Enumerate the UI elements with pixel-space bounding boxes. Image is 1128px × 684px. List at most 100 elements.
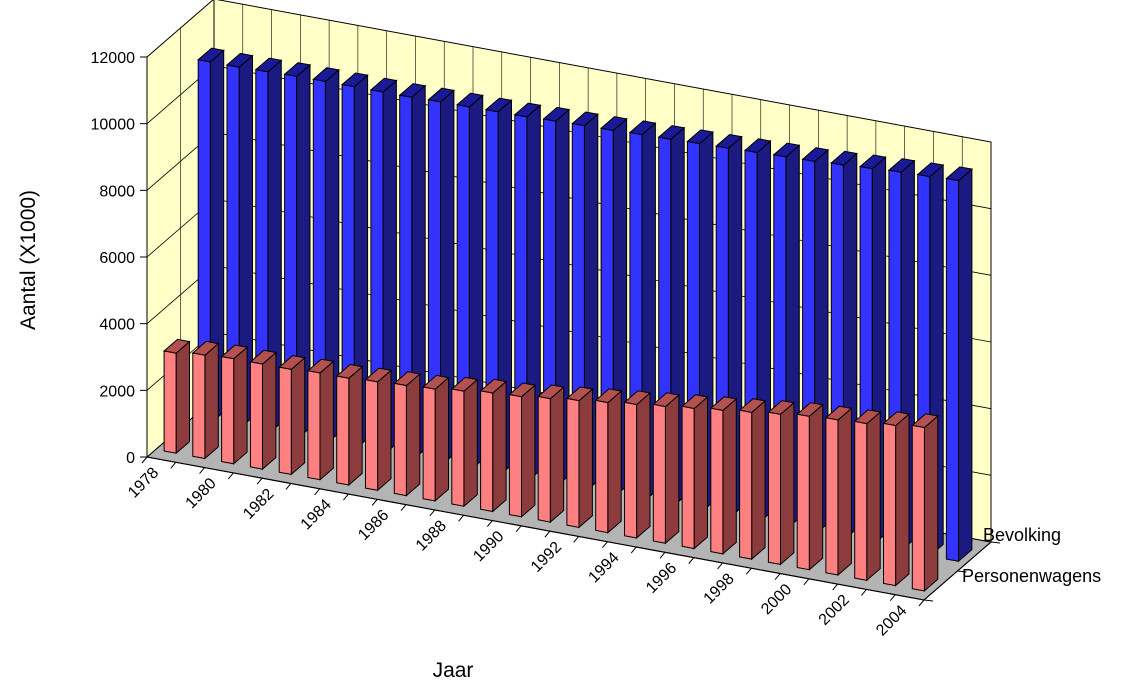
x-tick-label: 1998 <box>701 570 738 607</box>
x-tick <box>918 599 925 607</box>
bar-side <box>348 365 363 487</box>
bar-front <box>221 356 235 465</box>
bar-front <box>710 407 724 555</box>
bar-front <box>739 409 753 560</box>
bar-personenwagens-1992 <box>565 386 594 529</box>
bar-personenwagens-2003 <box>882 411 911 587</box>
x-tick <box>170 461 177 469</box>
bar-side <box>262 351 277 471</box>
bar-side <box>521 384 536 518</box>
y-tick-label: 12000 <box>91 50 136 67</box>
bar-front <box>767 411 781 565</box>
bar-personenwagens-1991 <box>537 384 565 524</box>
bar-personenwagens-2001 <box>824 405 853 577</box>
bar-side <box>377 369 392 492</box>
bar-side <box>175 340 190 455</box>
bar-bevolking-2004 <box>945 166 974 563</box>
bar-front <box>422 386 436 502</box>
depth-tick <box>990 541 1001 544</box>
bar-personenwagens-1978 <box>162 338 191 455</box>
bar-side <box>808 403 824 571</box>
x-tick-label: 2000 <box>758 581 795 618</box>
y-axis-title: Aantal (X1000) <box>17 190 40 330</box>
bar-side <box>923 414 939 592</box>
bar-front <box>163 350 177 454</box>
bar-personenwagens-1984 <box>335 363 364 487</box>
y-tick-label: 2000 <box>99 383 135 400</box>
x-tick <box>314 488 321 496</box>
bar-personenwagens-2000 <box>796 402 824 571</box>
x-tick-label: 1982 <box>240 486 277 523</box>
x-tick <box>774 573 781 580</box>
bar-front <box>393 382 407 497</box>
x-tick <box>371 499 378 506</box>
x-tick <box>832 583 839 591</box>
bar-personenwagens-1981 <box>249 349 278 471</box>
bar-bevolking-1984 <box>369 77 398 457</box>
x-tick <box>458 514 464 522</box>
bar-front <box>336 375 350 486</box>
bar-personenwagens-1986 <box>393 371 421 497</box>
bar-personenwagens-1996 <box>680 394 709 550</box>
x-tick <box>688 557 695 564</box>
bar-bevolking-1985 <box>398 83 427 462</box>
x-tick <box>573 536 580 543</box>
bar-side <box>233 346 248 465</box>
bar-personenwagens-1980 <box>220 344 249 465</box>
x-tick-label: 1986 <box>355 507 392 544</box>
bar-side <box>636 391 651 540</box>
x-tick-label: 1988 <box>413 517 450 554</box>
depth-tick <box>923 599 934 602</box>
x-tick-label: 1992 <box>528 539 565 576</box>
x-tick <box>659 552 666 559</box>
bar-front <box>480 390 494 513</box>
x-tick-label: 2002 <box>816 592 853 629</box>
bar-front <box>652 403 666 544</box>
bar-bevolking-1979 <box>225 52 254 430</box>
x-tick <box>227 472 234 480</box>
y-tick-label: 10000 <box>91 117 136 134</box>
bar-personenwagens-1988 <box>450 376 479 508</box>
x-tick-label: 2004 <box>873 602 910 639</box>
bar-side <box>319 360 334 481</box>
bar-personenwagens-1982 <box>278 355 306 476</box>
bar-front <box>566 397 580 529</box>
bar-side <box>693 395 708 550</box>
x-tick <box>343 493 349 501</box>
bar-front <box>624 401 638 539</box>
bar-personenwagens-1983 <box>306 358 335 481</box>
x-tick <box>486 520 493 527</box>
bar-personenwagens-1989 <box>479 378 508 513</box>
bar-front <box>945 177 959 562</box>
bar-front <box>883 422 897 587</box>
x-tick <box>285 483 292 490</box>
bar-front <box>451 388 465 507</box>
x-tick-label: 1994 <box>585 549 622 586</box>
depth-tick <box>957 570 967 573</box>
bar-front <box>595 399 609 534</box>
bar-bevolking-1982 <box>312 67 340 446</box>
bar-personenwagens-1998 <box>738 398 767 561</box>
bar-side <box>837 407 852 577</box>
bar-side <box>607 390 622 534</box>
bar-bevolking-1983 <box>340 72 369 452</box>
y-tick-label: 4000 <box>99 317 135 334</box>
x-tick <box>256 477 263 485</box>
bar-front <box>796 413 810 571</box>
axes <box>140 56 1001 607</box>
bar-side <box>958 168 973 563</box>
y-tick-label: 8000 <box>99 183 135 200</box>
bar-side <box>434 376 449 502</box>
bar-side <box>578 388 593 529</box>
x-tick <box>429 509 436 517</box>
x-tick <box>803 578 810 586</box>
bar-side <box>722 397 737 555</box>
legend-bevolking: Bevolking <box>983 525 1061 545</box>
x-tick-label: 1990 <box>470 528 507 565</box>
bar-front <box>537 395 551 523</box>
series-bevolking <box>197 47 974 563</box>
y-tick-label: 6000 <box>99 250 135 267</box>
bar-personenwagens-2002 <box>853 409 882 582</box>
bar-personenwagens-1995 <box>652 392 680 545</box>
